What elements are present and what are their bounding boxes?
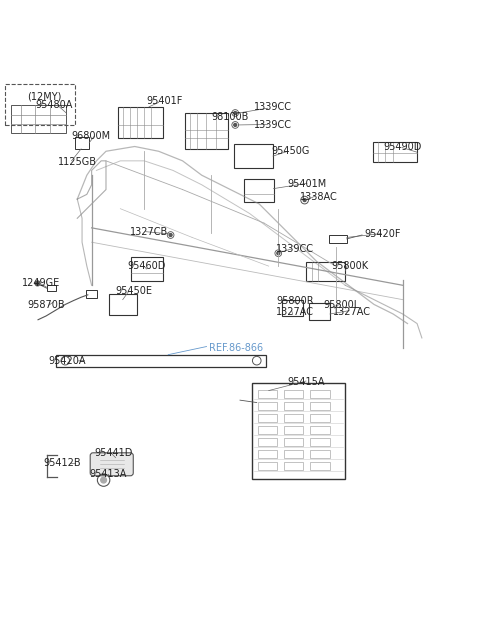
Text: 1327CB: 1327CB <box>130 227 168 237</box>
Text: 95441D: 95441D <box>94 448 132 458</box>
Text: 1327AC: 1327AC <box>333 306 372 317</box>
Bar <box>258 438 277 446</box>
Bar <box>118 107 163 138</box>
Bar <box>109 294 137 315</box>
Text: 95800K: 95800K <box>331 261 368 271</box>
Text: 1338AC: 1338AC <box>300 192 337 202</box>
Bar <box>328 234 347 243</box>
Circle shape <box>234 124 237 126</box>
Bar <box>284 402 303 409</box>
Circle shape <box>35 281 40 286</box>
Bar <box>258 390 277 398</box>
Bar <box>56 355 266 367</box>
FancyBboxPatch shape <box>90 453 133 476</box>
Circle shape <box>101 477 107 483</box>
Bar <box>75 137 89 149</box>
Bar <box>244 178 274 202</box>
Text: 95413A: 95413A <box>89 469 127 479</box>
Bar <box>185 113 228 149</box>
Bar <box>311 450 329 458</box>
Bar <box>258 426 277 434</box>
Bar <box>284 426 303 434</box>
Bar <box>284 450 303 458</box>
Bar <box>306 263 345 281</box>
Text: 1249GE: 1249GE <box>22 278 60 288</box>
Bar <box>284 462 303 470</box>
Text: 95401F: 95401F <box>147 96 183 106</box>
Circle shape <box>169 234 172 237</box>
Bar <box>284 390 303 398</box>
Text: 95800L: 95800L <box>324 300 360 310</box>
Bar <box>311 390 329 398</box>
Bar <box>284 438 303 446</box>
Text: 1327AC: 1327AC <box>276 306 314 317</box>
Bar <box>131 257 163 281</box>
Text: 95490D: 95490D <box>384 143 422 153</box>
Bar <box>11 106 66 133</box>
Circle shape <box>234 112 237 114</box>
Bar <box>311 438 329 446</box>
Text: 95420F: 95420F <box>364 229 401 239</box>
Text: 1339CC: 1339CC <box>276 244 314 254</box>
Bar <box>311 402 329 409</box>
Text: 96800M: 96800M <box>72 131 111 141</box>
Bar <box>311 462 329 470</box>
Bar <box>234 144 273 168</box>
Text: 95450E: 95450E <box>116 286 153 296</box>
Bar <box>252 384 345 479</box>
Bar <box>309 303 330 320</box>
Bar <box>373 142 417 162</box>
Bar <box>258 462 277 470</box>
Text: 1339CC: 1339CC <box>254 102 292 112</box>
Bar <box>5 84 75 125</box>
Text: 95870B: 95870B <box>27 300 65 310</box>
Bar <box>282 300 303 316</box>
Bar <box>47 285 56 291</box>
Bar <box>86 290 97 298</box>
Bar <box>258 402 277 409</box>
Text: 95420A: 95420A <box>48 356 86 366</box>
Bar <box>258 414 277 421</box>
Text: 98100B: 98100B <box>211 112 249 122</box>
Bar <box>311 426 329 434</box>
Text: 1125GB: 1125GB <box>58 157 97 167</box>
Text: 95450G: 95450G <box>271 146 310 156</box>
Text: 95480A: 95480A <box>35 100 72 110</box>
Text: 95412B: 95412B <box>44 458 82 468</box>
Text: 95800R: 95800R <box>276 296 313 306</box>
Circle shape <box>303 198 306 202</box>
Text: (12MY): (12MY) <box>27 91 61 101</box>
Text: REF.86-866: REF.86-866 <box>209 344 263 354</box>
Text: 95460D: 95460D <box>128 261 166 271</box>
Text: 95401M: 95401M <box>288 179 327 189</box>
Bar <box>311 414 329 421</box>
Text: 95415A: 95415A <box>288 377 325 387</box>
Circle shape <box>277 252 280 254</box>
Bar <box>284 414 303 421</box>
Text: 1339CC: 1339CC <box>254 120 292 130</box>
Bar <box>258 450 277 458</box>
